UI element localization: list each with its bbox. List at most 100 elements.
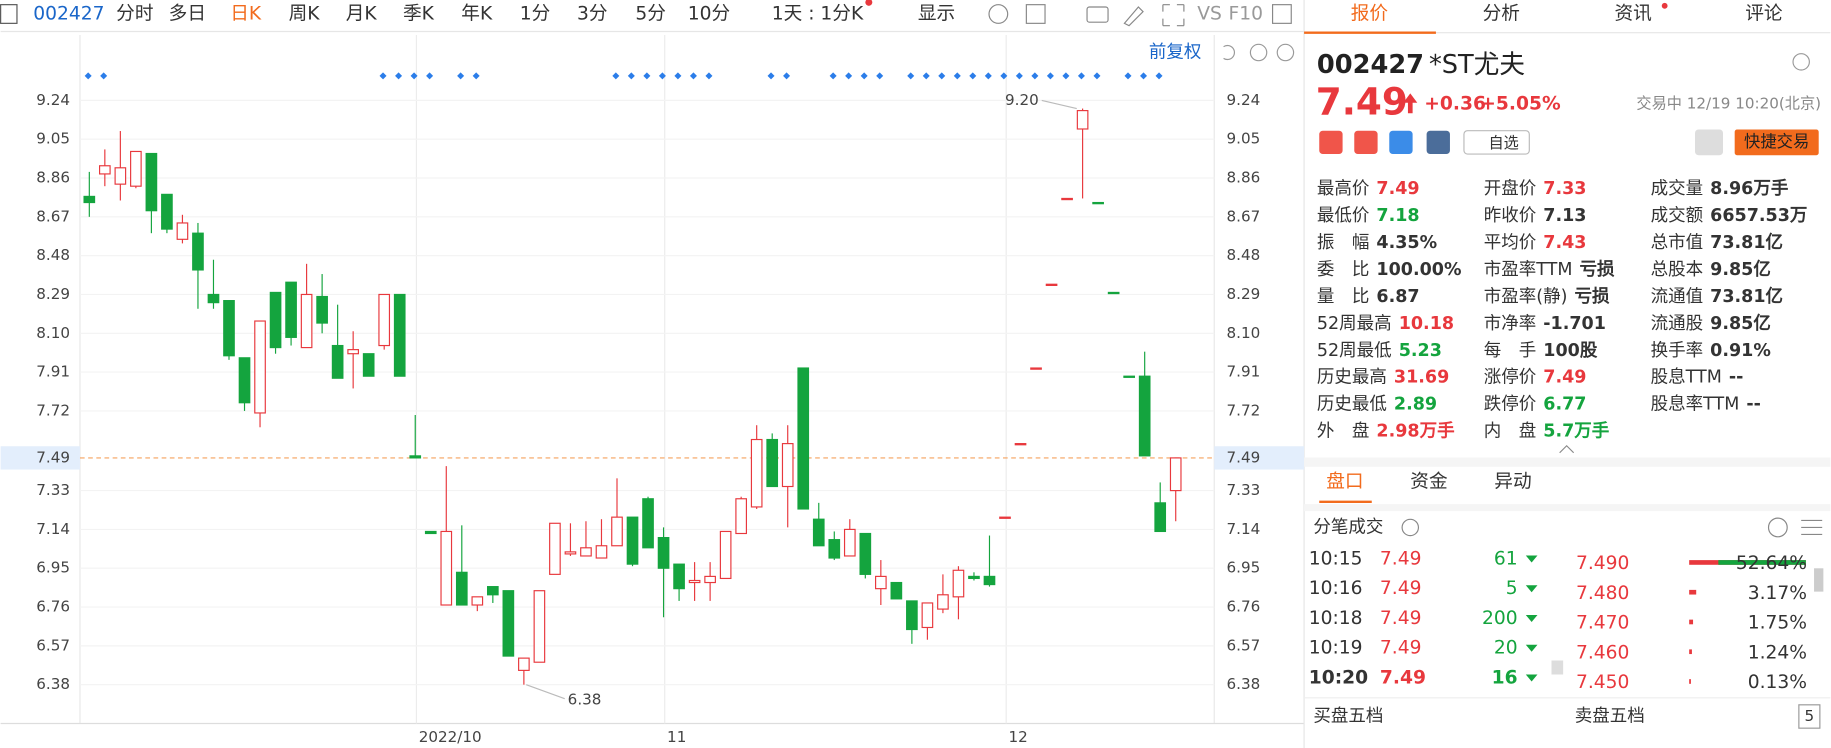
stat-value: 7.49	[1376, 179, 1419, 199]
panel-tab[interactable]: 报价	[1351, 4, 1389, 25]
display-menu[interactable]: 显示	[918, 4, 955, 25]
stat-value: 6657.53万	[1710, 206, 1807, 226]
event-marker[interactable]	[953, 72, 961, 80]
candle-body	[471, 596, 484, 606]
adjust-mode[interactable]: 前复权	[1149, 43, 1201, 63]
panel-tab[interactable]: 评论	[1745, 4, 1783, 25]
candle-body	[828, 539, 841, 559]
panel-tab[interactable]: 资讯	[1615, 4, 1653, 25]
trade-button-box[interactable]	[1734, 129, 1819, 156]
event-marker[interactable]	[689, 72, 697, 80]
event-marker[interactable]	[1124, 72, 1132, 80]
event-marker[interactable]	[922, 72, 930, 80]
period-tab[interactable]: 分时	[116, 4, 153, 25]
more-button[interactable]	[1767, 517, 1788, 538]
quote-price: 7.49	[1316, 79, 1408, 123]
info-icon[interactable]	[1354, 130, 1378, 155]
pen-icon[interactable]	[1123, 6, 1144, 27]
event-marker[interactable]	[658, 72, 666, 80]
event-marker[interactable]	[84, 72, 92, 80]
stock-code[interactable]: 002427	[33, 4, 104, 25]
sidebar-toggle[interactable]	[0, 4, 18, 24]
section-gap-2	[1304, 504, 1831, 512]
period-tab[interactable]: 季K	[403, 4, 435, 25]
candle-body	[300, 293, 313, 349]
period-tab[interactable]: 周K	[289, 4, 321, 25]
info-icon[interactable]	[1319, 130, 1343, 155]
event-marker[interactable]	[395, 72, 403, 80]
event-marker[interactable]	[860, 72, 868, 80]
settings-icon[interactable]	[988, 4, 1009, 24]
vs-button[interactable]: VS	[1197, 4, 1222, 25]
event-marker[interactable]	[705, 72, 713, 80]
event-marker[interactable]	[379, 72, 387, 80]
page-number[interactable]: 5	[1805, 707, 1815, 725]
panel-tab[interactable]: 分析	[1483, 4, 1520, 25]
event-marker[interactable]	[643, 72, 651, 80]
period-tab[interactable]: 5分	[635, 4, 666, 25]
event-marker[interactable]	[876, 72, 884, 80]
event-marker[interactable]	[457, 72, 465, 80]
panel-icon[interactable]	[1271, 4, 1292, 24]
event-marker[interactable]	[1155, 72, 1163, 80]
trades-info[interactable]	[1401, 518, 1420, 537]
stat-label: 市盈率(静)	[1484, 287, 1568, 307]
event-marker[interactable]	[1140, 72, 1148, 80]
event-marker[interactable]	[829, 72, 837, 80]
event-marker[interactable]	[674, 72, 682, 80]
camera-icon[interactable]	[1086, 6, 1109, 23]
panel-settings[interactable]	[1792, 53, 1810, 71]
event-marker[interactable]	[410, 72, 418, 80]
period-tab[interactable]: 10分	[688, 4, 730, 25]
zoom-out[interactable]	[1249, 43, 1268, 62]
period-tab[interactable]: 月K	[346, 4, 378, 25]
checkbox-icon[interactable]	[1025, 4, 1046, 24]
event-marker[interactable]	[1093, 72, 1101, 80]
stat-label: 成交量	[1651, 179, 1704, 199]
watch-button-box[interactable]	[1463, 130, 1530, 155]
event-marker[interactable]	[767, 72, 775, 80]
period-tab[interactable]: 1分	[520, 4, 551, 25]
event-marker[interactable]	[1015, 72, 1023, 80]
period-tab[interactable]: 多日	[169, 4, 206, 25]
page-box[interactable]	[1798, 704, 1821, 729]
f10-button[interactable]: F10	[1228, 4, 1262, 25]
event-marker[interactable]	[1062, 72, 1070, 80]
detail-tab[interactable]: 资金	[1410, 471, 1448, 492]
stat-label: 流通股	[1651, 314, 1704, 334]
period-tab[interactable]: 年K	[461, 4, 493, 25]
info-icon[interactable]	[1389, 130, 1413, 155]
fullscreen-icon[interactable]	[1162, 4, 1185, 27]
event-marker[interactable]	[783, 72, 791, 80]
event-marker[interactable]	[938, 72, 946, 80]
event-marker[interactable]	[612, 72, 620, 80]
event-marker[interactable]	[984, 72, 992, 80]
info-icon[interactable]	[1426, 130, 1450, 155]
period-tab[interactable]: 3分	[577, 4, 608, 25]
quote-panel: 报价 分析 资讯 评论 002427 *ST尤夫 7.49 +0.36+5.05% 交易中 12…	[1304, 2, 1831, 729]
list-icon[interactable]	[1801, 519, 1823, 536]
event-marker[interactable]	[845, 72, 853, 80]
zoom-in[interactable]	[1276, 43, 1295, 62]
collapse-arrow[interactable]	[1559, 444, 1575, 454]
event-marker[interactable]	[426, 72, 434, 80]
event-marker[interactable]	[627, 72, 635, 80]
trade-direction	[1525, 644, 1538, 652]
event-marker[interactable]	[1031, 72, 1039, 80]
reset-icon[interactable]	[1223, 44, 1236, 61]
stat-value: 9.85亿	[1710, 259, 1771, 280]
candlestick-chart: 2022/10 11 12 9.24 9.24 9.05 9.05 8.86 8.86 8.67 8…	[0, 35, 1305, 746]
detail-tab[interactable]: 盘口	[1326, 471, 1363, 492]
trade-button[interactable]: 快捷交易	[1744, 132, 1809, 151]
watch-button[interactable]: 自选	[1488, 134, 1518, 152]
event-marker[interactable]	[100, 72, 108, 80]
interval-select[interactable]: 1天 : 1分K	[772, 4, 864, 25]
event-marker[interactable]	[969, 72, 977, 80]
event-marker[interactable]	[1046, 72, 1054, 80]
event-marker[interactable]	[907, 72, 915, 80]
period-tab[interactable]: 日K	[230, 4, 262, 25]
bell-button[interactable]	[1695, 129, 1724, 156]
detail-tab[interactable]: 异动	[1494, 471, 1531, 492]
event-marker[interactable]	[1077, 72, 1085, 80]
event-marker[interactable]	[472, 72, 480, 80]
